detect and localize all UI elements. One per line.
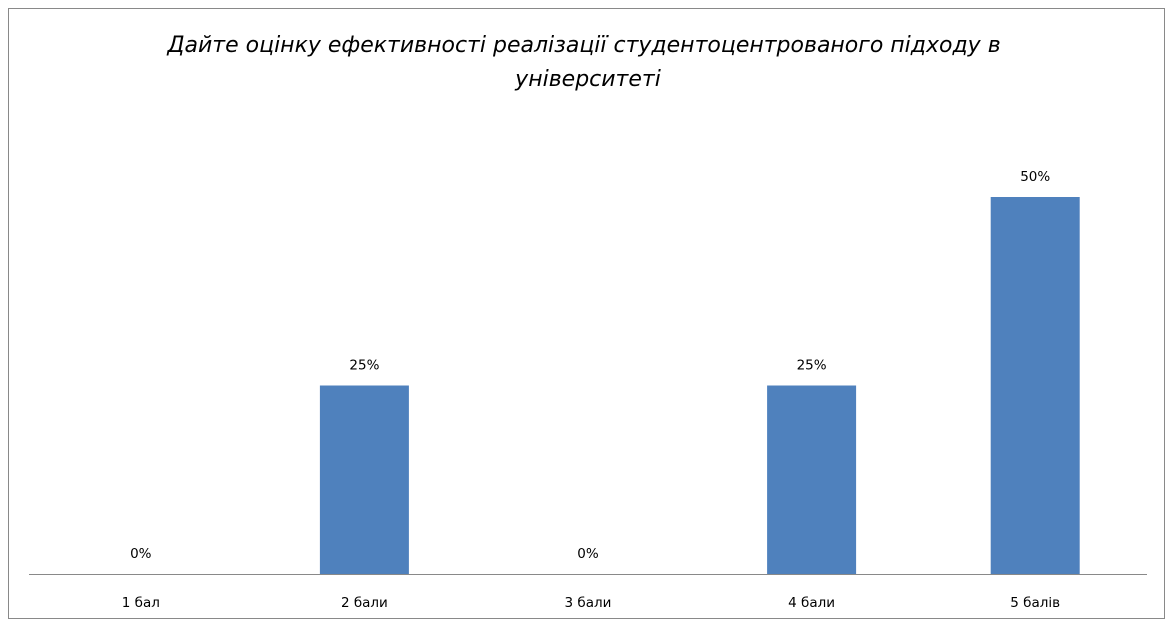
data-label-5: 50% (1020, 169, 1050, 185)
chart-border (8, 8, 1165, 619)
data-labels: 0% 25% 0% 25% 50% (130, 169, 1050, 562)
data-label-2: 25% (349, 358, 379, 374)
data-label-3: 0% (577, 546, 599, 562)
bar-2 (319, 385, 409, 574)
bar-4 (767, 385, 857, 574)
data-label-1: 0% (130, 546, 152, 562)
x-tick-label-3: 3 бали (565, 595, 612, 611)
x-axis-tick-labels: 1 бал 2 бали 3 бали 4 бали 5 балів (122, 595, 1060, 611)
bar-series (319, 197, 1080, 574)
x-tick-label-5: 5 балів (1010, 595, 1060, 611)
x-tick-label-4: 4 бали (788, 595, 835, 611)
x-tick-label-1: 1 бал (122, 595, 160, 611)
data-label-4: 25% (797, 358, 827, 374)
x-tick-label-2: 2 бали (341, 595, 388, 611)
bar-5 (990, 197, 1080, 574)
chart-title-line-1: Дайте оцінку ефективності реалізації сту… (166, 33, 1000, 58)
chart-title-line-2: університеті (514, 67, 661, 92)
